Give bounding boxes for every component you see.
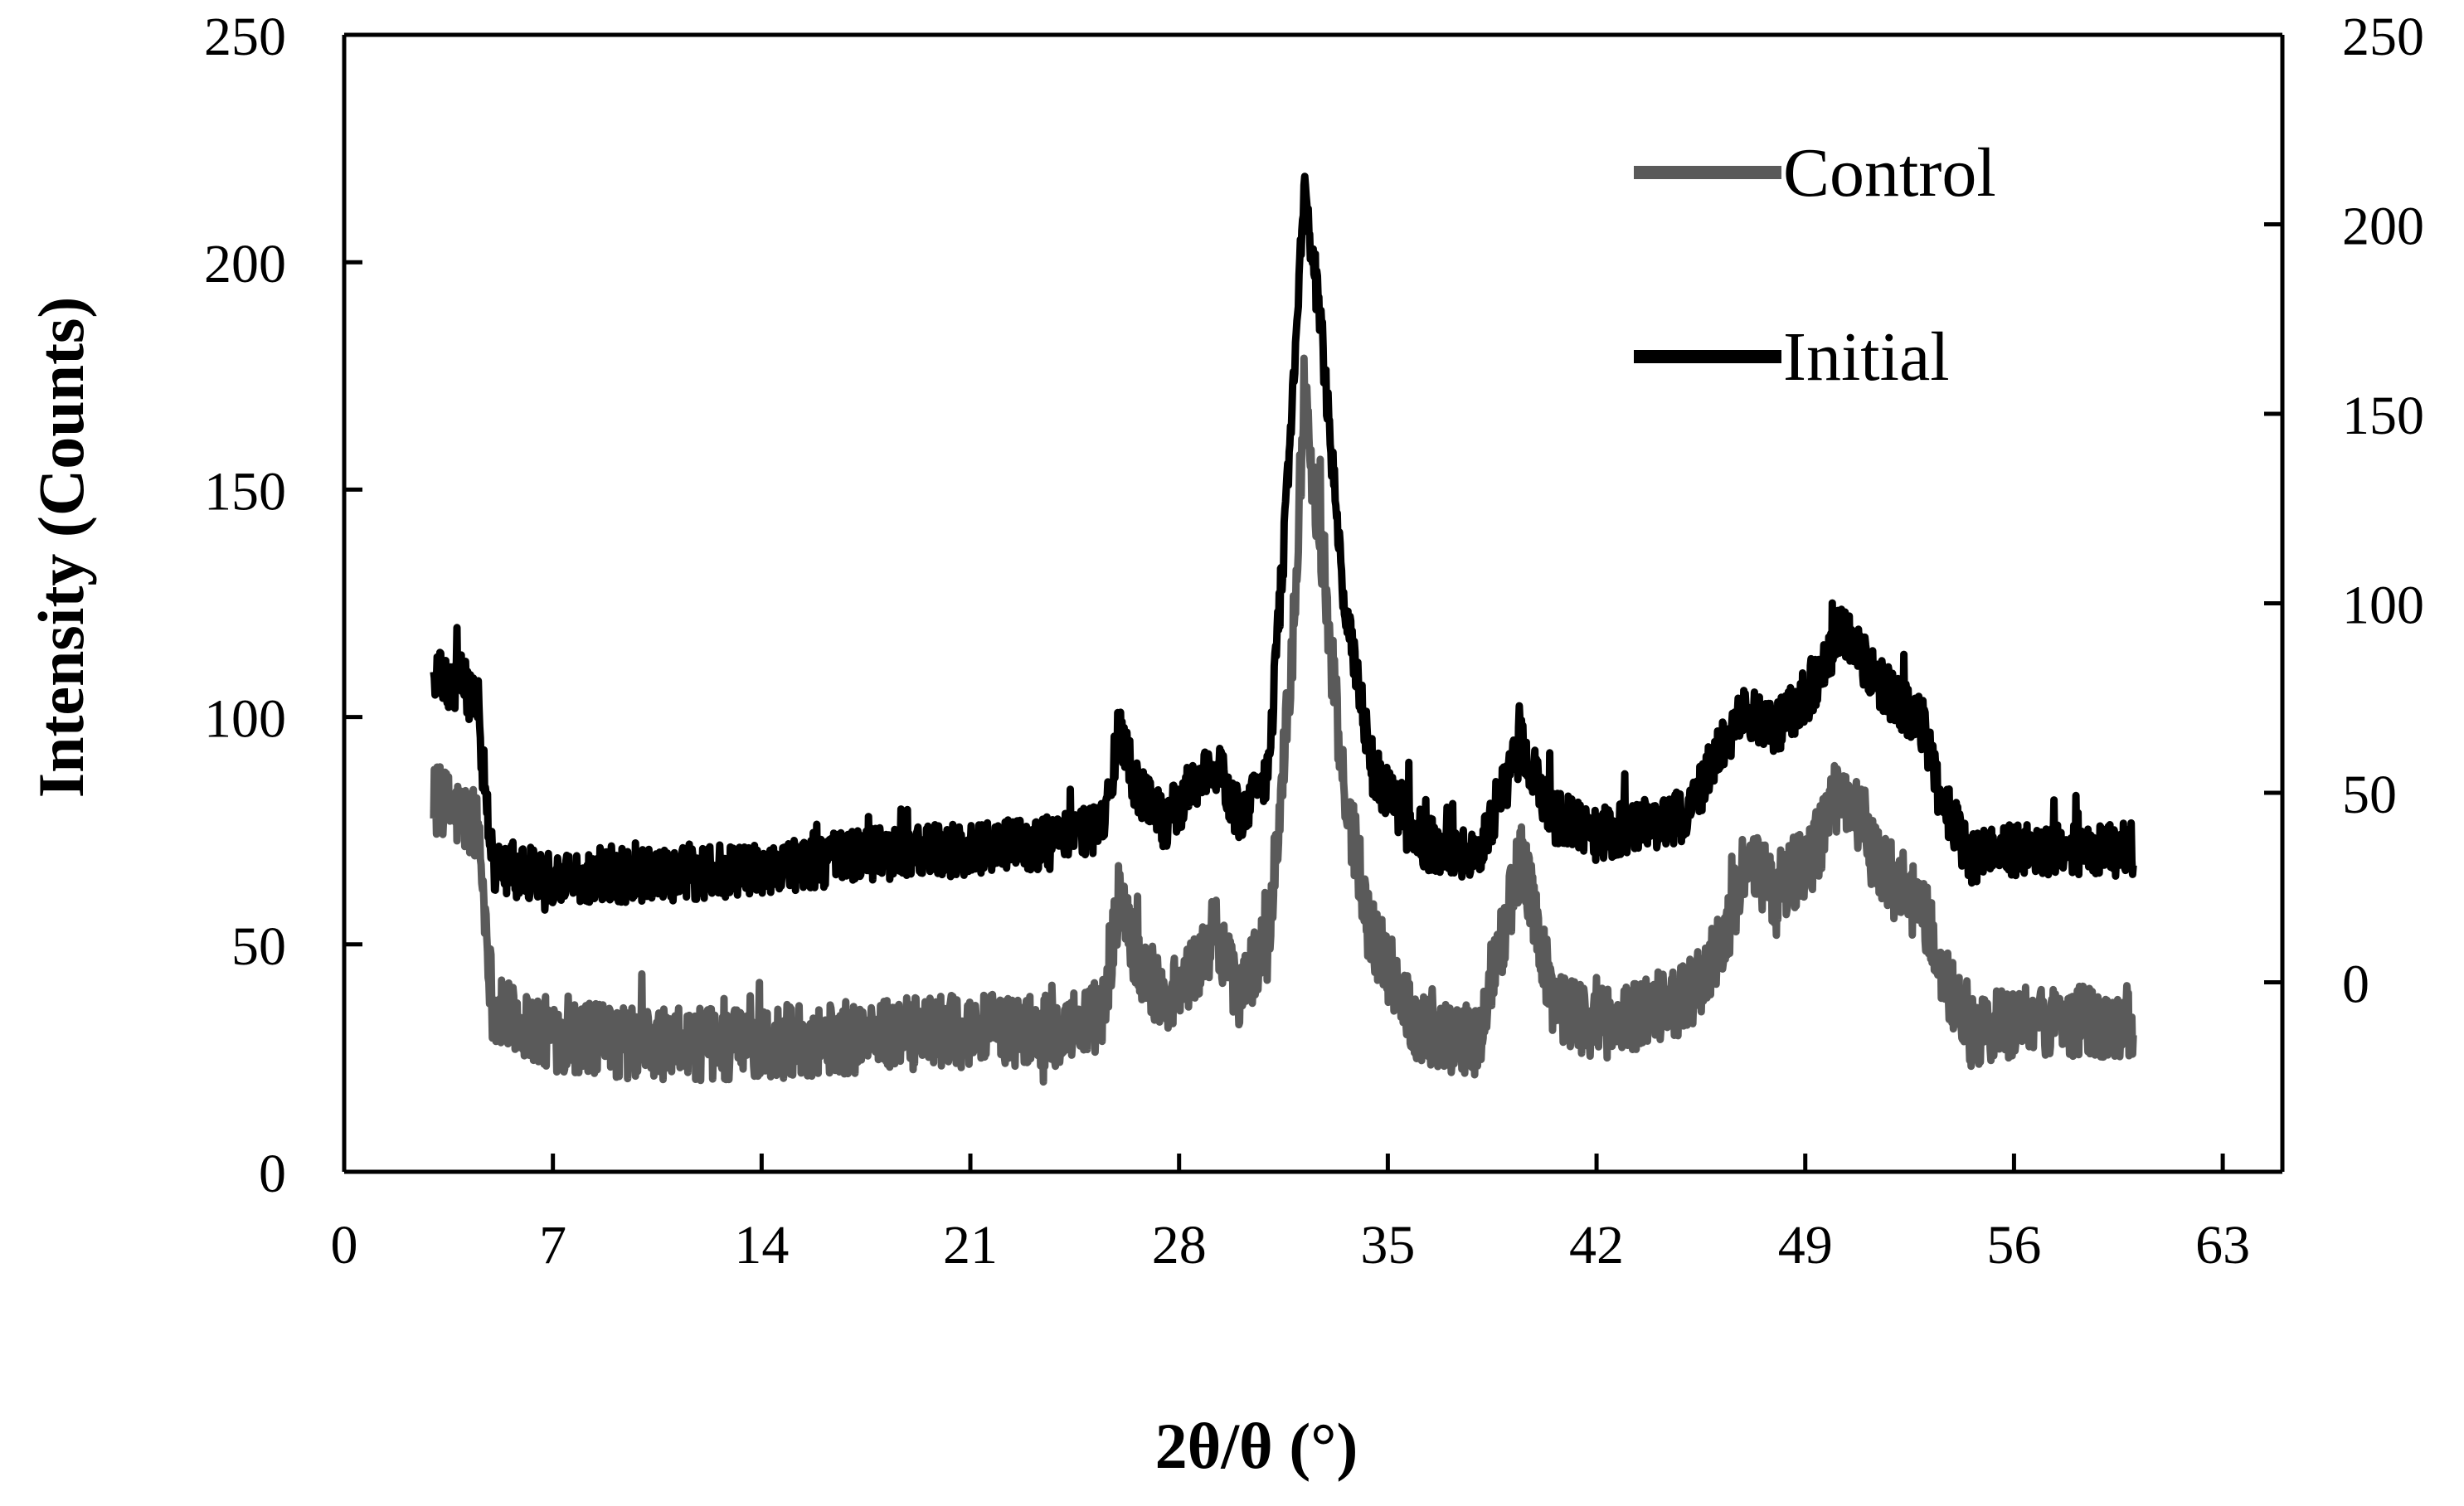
ticks-layer: 0 7 14 21 28 35 42 49 56 63 0 50 100 150 200 250 0 50 100 1…	[204, 7, 2424, 1275]
y-left-tick-label: 100	[204, 689, 286, 750]
x-axis-title: 2θ/θ (°)	[1155, 1410, 1358, 1482]
x-tick-label: 7	[539, 1215, 566, 1275]
series-line-control	[430, 354, 2137, 1086]
x-tick-label: 49	[1778, 1215, 1833, 1275]
y-right-tick-label: 50	[2342, 765, 2397, 825]
x-tick-label: 35	[1360, 1215, 1415, 1275]
legend: Control Initial	[1634, 134, 1996, 396]
y-left-tick-label: 50	[231, 916, 286, 977]
y-left-tick-label: 250	[204, 7, 286, 67]
x-tick-label: 28	[1152, 1215, 1207, 1275]
x-tick-label: 63	[2195, 1215, 2250, 1275]
x-tick-label: 14	[734, 1215, 789, 1275]
x-tick-label: 21	[943, 1215, 998, 1275]
y-axis-title: Intensity (Counts)	[25, 297, 97, 799]
legend-label-initial: Initial	[1783, 318, 1950, 396]
y-right-tick-label: 200	[2342, 197, 2424, 257]
series-layer	[430, 172, 2137, 1086]
y-right-tick-label: 250	[2342, 7, 2424, 67]
y-left-tick-label: 200	[204, 234, 286, 294]
x-tick-label: 42	[1569, 1215, 1624, 1275]
y-left-tick-label: 150	[204, 461, 286, 522]
legend-label-control: Control	[1783, 134, 1996, 211]
x-tick-label: 56	[1986, 1215, 2041, 1275]
series-line-initial	[430, 172, 2137, 914]
x-tick-label: 0	[331, 1215, 358, 1275]
y-left-tick-label: 0	[259, 1144, 286, 1204]
y-right-tick-label: 100	[2342, 576, 2424, 636]
y-right-tick-label: 0	[2342, 955, 2369, 1015]
y-right-tick-label: 150	[2342, 386, 2424, 446]
